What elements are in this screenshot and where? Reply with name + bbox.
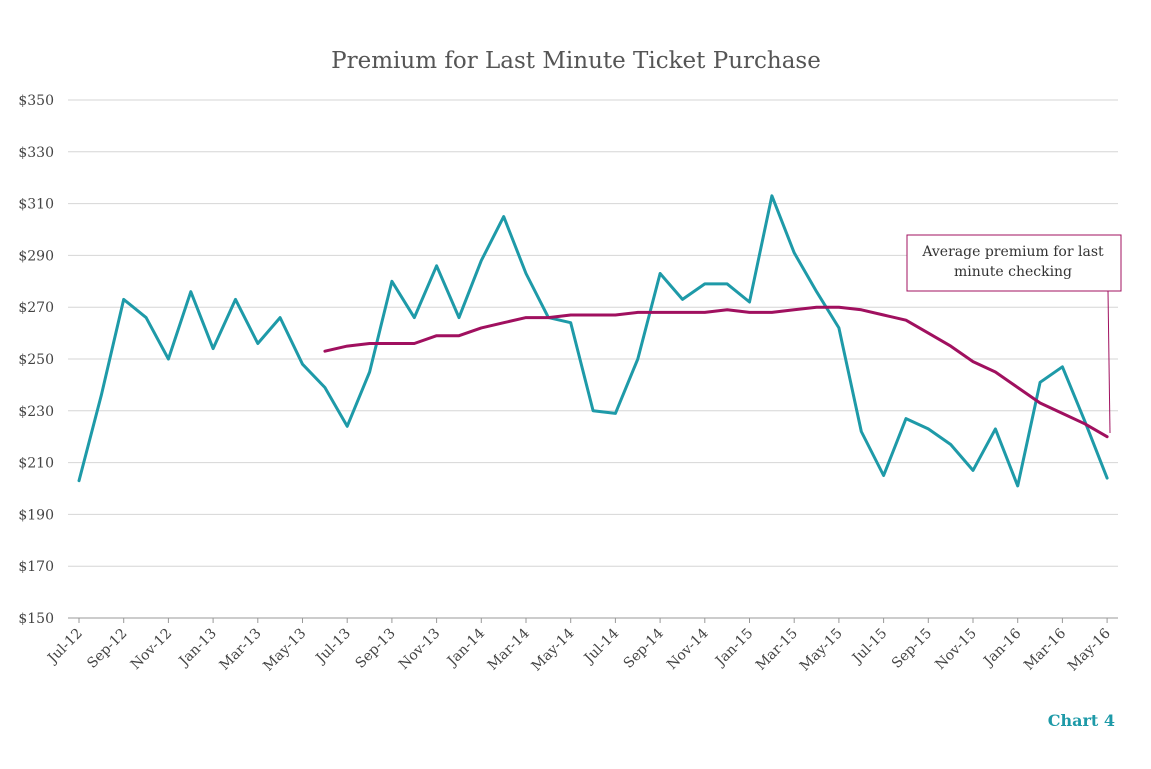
- y-tick-label: $150: [18, 611, 54, 627]
- x-tick-label: Jan-15: [711, 626, 756, 671]
- y-axis-tick-labels: $150 $170 $190 $210 $230 $250 $270 $290 $310 $330…: [18, 93, 54, 627]
- y-tick-label: $270: [18, 300, 54, 316]
- annotation-box: [906, 234, 1122, 292]
- y-tick-label: $330: [18, 145, 54, 161]
- x-tick-label: May-16: [1065, 625, 1114, 674]
- x-tick-label: Nov-12: [128, 626, 175, 673]
- y-tick-label: $210: [18, 456, 54, 472]
- x-tick-label: Mar-15: [753, 626, 801, 674]
- y-tick-label: $310: [18, 197, 54, 213]
- x-tick-label: Jul-13: [312, 626, 354, 668]
- x-tick-label: Jul-14: [580, 625, 622, 667]
- x-tick-label: Sep-15: [889, 626, 935, 672]
- x-tick-label: Nov-14: [664, 625, 712, 673]
- y-tick-label: $230: [18, 404, 54, 420]
- chart-number-label: Chart 4: [1047, 711, 1115, 730]
- x-tick-label: Sep-13: [352, 626, 398, 672]
- x-tick-label: Sep-12: [84, 626, 130, 672]
- x-tick-label: Nov-13: [396, 626, 443, 673]
- annotation-text-line2: minute checking: [954, 264, 1072, 280]
- x-tick-label: Jan-13: [175, 626, 220, 671]
- x-tick-label: May-13: [260, 626, 309, 675]
- x-tick-label: Mar-14: [485, 625, 533, 673]
- x-tick-label: Jan-16: [980, 625, 1025, 670]
- y-tick-label: $290: [18, 248, 54, 264]
- x-tick-label: Jul-15: [848, 626, 890, 668]
- gridlines: [68, 99, 1118, 619]
- annotation: Average premium for last minute checking: [906, 234, 1122, 434]
- y-tick-label: $170: [18, 559, 54, 575]
- y-tick-label: $350: [18, 93, 54, 109]
- x-tick-label: Jan-14: [443, 625, 488, 670]
- chart-title: Premium for Last Minute Ticket Purchase: [331, 48, 821, 74]
- x-tick-label: Jul-12: [44, 626, 86, 668]
- x-tick-label: Sep-14: [621, 625, 667, 671]
- series-lines: [77, 194, 1109, 488]
- x-tick-label: May-14: [529, 625, 578, 674]
- x-tick-label: Mar-13: [217, 626, 265, 674]
- y-tick-label: $250: [18, 352, 54, 368]
- x-tick-label: May-15: [797, 626, 846, 675]
- y-tick-label: $190: [18, 507, 54, 523]
- annotation-text-line1: Average premium for last: [921, 244, 1104, 260]
- x-tick-label: Nov-15: [932, 626, 979, 673]
- x-tick-label: Mar-16: [1021, 625, 1069, 673]
- series-line-average: [323, 305, 1109, 439]
- annotation-leader-line: [1107, 290, 1111, 434]
- series-line-monthly: [77, 194, 1109, 488]
